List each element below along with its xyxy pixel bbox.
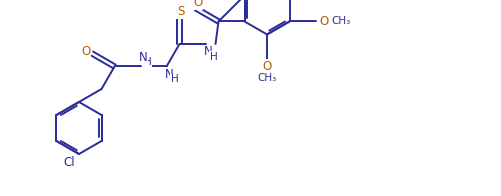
Text: S: S: [177, 5, 184, 18]
Text: O: O: [81, 45, 91, 58]
Text: O: O: [263, 60, 272, 73]
Text: Cl: Cl: [63, 155, 75, 169]
Text: H: H: [171, 74, 178, 84]
Text: H: H: [209, 52, 217, 62]
Text: O: O: [320, 15, 329, 28]
Text: CH₃: CH₃: [258, 74, 277, 83]
Text: N: N: [139, 51, 148, 64]
Text: N: N: [165, 68, 174, 81]
Text: H: H: [144, 57, 151, 67]
Text: CH₃: CH₃: [332, 16, 351, 26]
Text: N: N: [204, 45, 213, 58]
Text: O: O: [320, 0, 329, 2]
Text: O: O: [193, 0, 202, 9]
